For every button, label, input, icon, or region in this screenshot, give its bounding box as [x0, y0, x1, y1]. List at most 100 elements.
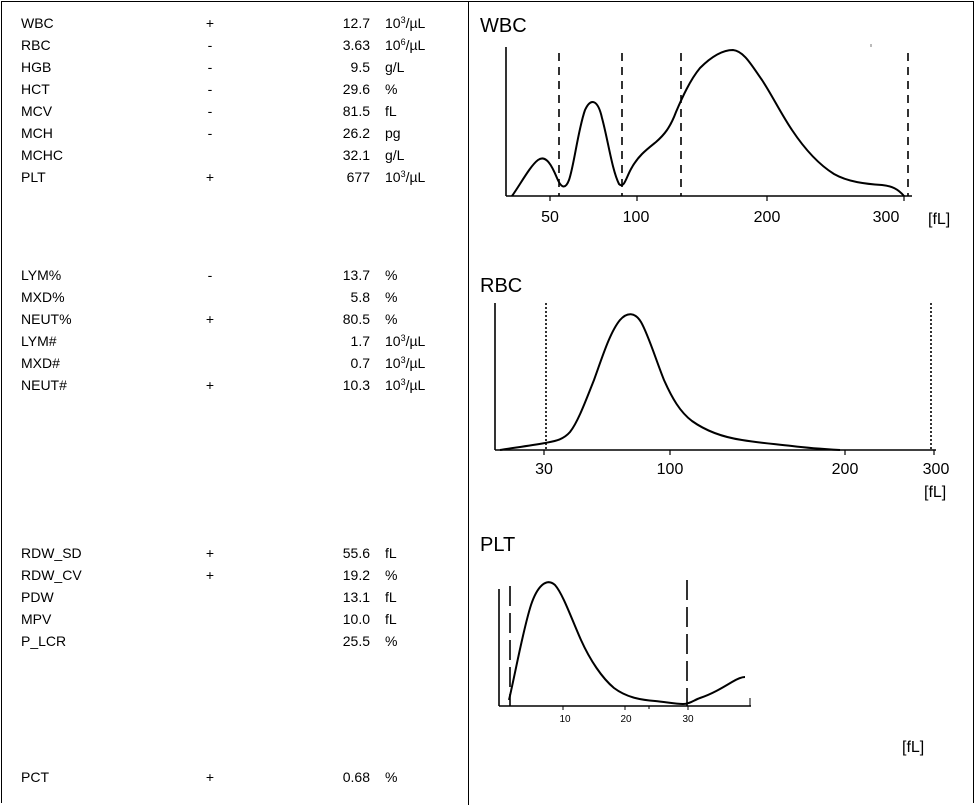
- lab-unit-base: %: [385, 267, 398, 283]
- lab-flag: -: [207, 37, 213, 53]
- lab-test-name: MCV: [21, 103, 53, 119]
- lab-test-name: RDW_SD: [21, 545, 82, 561]
- lab-unit-base: 10: [385, 333, 401, 349]
- lab-value: 19.2: [342, 567, 370, 583]
- lab-unit: 103/µL: [385, 376, 425, 394]
- lab-value: 32.1: [342, 147, 370, 163]
- rbc-distribution-curve: [499, 313, 841, 451]
- lab-value: 10.0: [342, 611, 370, 627]
- wbc-tick-label: 50: [541, 209, 559, 226]
- lab-flag: -: [207, 81, 213, 97]
- lab-unit-base: 10: [385, 37, 401, 53]
- lab-unit: %: [385, 310, 397, 328]
- lab-flag: -: [207, 103, 213, 119]
- lab-unit: 103/µL: [385, 354, 425, 372]
- lab-value: 13.1: [342, 589, 370, 605]
- wbc-histogram: WBC 50 100 200 300 [fL]: [480, 15, 950, 228]
- lab-flag: -: [207, 267, 213, 283]
- lab-flag: +: [205, 15, 215, 31]
- lab-value: 3.63: [342, 37, 370, 53]
- lab-value: 26.2: [342, 125, 370, 141]
- lab-value: 12.7: [342, 15, 370, 31]
- lab-test-name: MCHC: [21, 147, 63, 163]
- lab-unit-exponent: 3: [400, 355, 406, 365]
- lab-unit: %: [385, 266, 397, 284]
- lab-unit-base: %: [385, 769, 398, 785]
- lab-unit: %: [385, 288, 397, 306]
- lab-unit-exponent: 6: [400, 37, 406, 47]
- lab-test-name: PCT: [21, 769, 49, 785]
- wbc-unit-label: [fL]: [928, 211, 950, 228]
- lab-test-name: MXD%: [21, 289, 65, 305]
- lab-unit: %: [385, 632, 397, 650]
- lab-test-name: PDW: [21, 589, 54, 605]
- lab-value: 0.7: [350, 355, 370, 371]
- lab-flag: +: [205, 377, 215, 393]
- lab-value: 29.6: [342, 81, 370, 97]
- lab-test-name: NEUT%: [21, 311, 72, 327]
- wbc-tick-label: 200: [754, 209, 781, 226]
- lab-test-name: LYM%: [21, 267, 62, 283]
- wbc-distribution-curve: [511, 48, 905, 197]
- lab-unit-base: pg: [385, 125, 401, 141]
- lab-test-name: HGB: [21, 59, 52, 75]
- lab-unit-base: %: [385, 633, 398, 649]
- lab-test-name: HCT: [21, 81, 50, 97]
- plt-tick-label: 20: [620, 714, 632, 725]
- wbc-histogram-title: WBC: [480, 15, 527, 37]
- lab-unit-suffix: /µL: [405, 169, 426, 185]
- lab-test-name: MPV: [21, 611, 52, 627]
- lab-unit-base: g/L: [385, 147, 405, 163]
- wbc-tick-label: 100: [623, 209, 650, 226]
- lab-unit: fL: [385, 544, 397, 562]
- lab-unit-suffix: /µL: [405, 377, 426, 393]
- lab-unit: fL: [385, 102, 397, 120]
- lab-test-name: MCH: [21, 125, 53, 141]
- plt-tick-label: 10: [559, 714, 571, 725]
- lab-flag: +: [205, 567, 215, 583]
- lab-value: 9.5: [350, 59, 370, 75]
- lab-unit: g/L: [385, 146, 404, 164]
- lab-value: 13.7: [342, 267, 370, 283]
- lab-unit: fL: [385, 588, 397, 606]
- rbc-tick-label: 30: [535, 461, 553, 478]
- lab-unit-base: %: [385, 289, 398, 305]
- lab-unit: fL: [385, 610, 397, 628]
- lab-unit-base: fL: [385, 545, 397, 561]
- lab-flag: +: [205, 545, 215, 561]
- rbc-histogram-title: RBC: [480, 275, 522, 297]
- lab-value: 0.68: [342, 769, 370, 785]
- lab-test-name: MXD#: [21, 355, 60, 371]
- lab-value: 80.5: [342, 311, 370, 327]
- column-divider: [468, 1, 469, 805]
- lab-unit-base: %: [385, 311, 398, 327]
- lab-value: 25.5: [342, 633, 370, 649]
- lab-unit: %: [385, 566, 397, 584]
- plt-distribution-curve: [508, 581, 746, 706]
- rbc-histogram: RBC 30 100 200 300 [fL]: [480, 275, 949, 501]
- lab-test-name: P_LCR: [21, 633, 67, 649]
- rbc-tick-label: 200: [832, 461, 859, 478]
- lab-unit-suffix: /µL: [405, 15, 426, 31]
- plt-histogram-title: PLT: [480, 534, 515, 556]
- lab-value: 81.5: [342, 103, 370, 119]
- lab-unit: %: [385, 768, 397, 786]
- lab-unit-exponent: 3: [400, 15, 406, 25]
- lab-unit-suffix: /µL: [405, 333, 426, 349]
- lab-test-name: WBC: [21, 15, 54, 31]
- lab-unit: 106/µL: [385, 36, 425, 54]
- lab-test-name: NEUT#: [21, 377, 67, 393]
- lab-unit-exponent: 3: [400, 169, 406, 179]
- lab-flag: -: [207, 59, 213, 75]
- lab-flag: +: [205, 311, 215, 327]
- lab-unit-base: 10: [385, 169, 401, 185]
- lab-unit-base: %: [385, 81, 398, 97]
- plt-histogram: PLT 10 20 30 [fL]: [480, 534, 924, 756]
- lab-unit: 103/µL: [385, 14, 425, 32]
- lab-test-name: LYM#: [21, 333, 57, 349]
- lab-unit: g/L: [385, 58, 404, 76]
- lab-unit: 103/µL: [385, 168, 425, 186]
- lab-unit-suffix: /µL: [405, 37, 426, 53]
- lab-unit-exponent: 3: [400, 333, 406, 343]
